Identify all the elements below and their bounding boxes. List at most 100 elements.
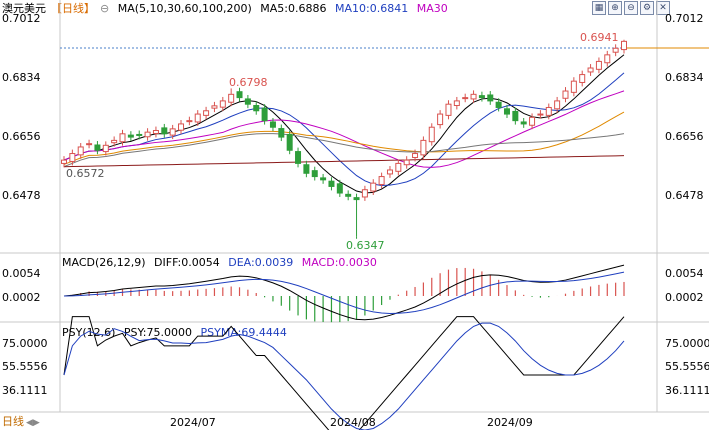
y-tick-right-4: 0.6478 [665, 189, 704, 202]
candle-body [336, 183, 343, 194]
x-label-jul: 2024/07 [170, 416, 216, 429]
macd-y-left-2: 0.0002 [2, 291, 41, 304]
ma30-line [63, 90, 625, 168]
candle-body [244, 98, 251, 105]
candle-body [161, 127, 168, 135]
macd-dea: DEA:0.0039 [228, 256, 294, 269]
candle-body [169, 128, 176, 136]
candle-body [236, 91, 243, 99]
candle-body [545, 106, 552, 116]
candle-body [295, 151, 302, 164]
candle-body [328, 180, 335, 187]
psy-y-right-2: 55.5556 [665, 360, 709, 373]
ma200-line [63, 155, 625, 168]
candle-body [86, 143, 93, 146]
annot-left: 0.6572 [66, 167, 105, 180]
ma60-line [63, 111, 625, 165]
x-label-aug: 2024/08 [330, 416, 376, 429]
candle-body [94, 144, 101, 151]
candle-body [587, 67, 594, 73]
candlesticks [61, 39, 627, 239]
candle-body [127, 134, 134, 138]
candle-body [152, 130, 159, 134]
period-tab-label: 日线 [2, 415, 24, 428]
ma10-line [63, 72, 625, 186]
candle-body [445, 103, 452, 116]
candle-body [370, 182, 377, 192]
psy-value: PSY:75.0000 [123, 326, 192, 339]
candle-body [428, 126, 435, 143]
period-tab[interactable]: 日线 ◀▶ [0, 414, 40, 430]
macd-dea-line [63, 271, 625, 314]
candle-body [495, 101, 502, 108]
ma5-value: MA5:0.6886 [260, 2, 327, 15]
candle-body [470, 93, 477, 100]
grid-icon[interactable]: ▦ [592, 1, 606, 15]
x-label-sep: 2024/09 [487, 416, 533, 429]
candle-body [144, 131, 151, 138]
macd-y-left-1: 0.0054 [2, 267, 41, 280]
candle-body [420, 139, 427, 156]
candle-body [395, 162, 402, 172]
y-tick-left-3: 0.6656 [2, 130, 41, 143]
ma10-value: MA10:0.6841 [335, 2, 409, 15]
annot-low-aug: 0.6347 [346, 239, 385, 252]
psy-y-left-3: 36.1111 [2, 384, 48, 397]
candle-body [604, 54, 611, 64]
candle-body [621, 40, 627, 51]
candle-body [529, 116, 536, 126]
candle-body [487, 94, 494, 102]
candle-body [386, 169, 393, 175]
candle-body [453, 100, 460, 107]
macd-diff: DIFF:0.0054 [154, 256, 220, 269]
ma5-line [63, 54, 625, 194]
candle-body [437, 113, 444, 126]
candle-body [345, 193, 352, 197]
candle-body [178, 123, 185, 131]
candle-body [579, 74, 586, 83]
candle-body [119, 133, 126, 143]
tab-arrow-icon[interactable]: ◀▶ [26, 418, 40, 428]
candle-body [311, 170, 318, 178]
candle-body [520, 121, 527, 125]
candle-body [403, 159, 410, 166]
candle-body [203, 110, 210, 116]
settings-icon[interactable]: ⚙ [640, 1, 654, 15]
y-tick-right-2: 0.6834 [665, 71, 704, 84]
candle-body [570, 80, 577, 93]
zoom-out-icon[interactable]: ⊖ [624, 1, 638, 15]
candle-body [595, 60, 602, 70]
candle-body [303, 164, 310, 174]
candle-body [554, 100, 561, 110]
ma100-line [63, 133, 625, 168]
candle-body [61, 159, 67, 164]
candle-body [478, 95, 485, 99]
moving-averages [63, 54, 625, 194]
candle-body [211, 105, 218, 109]
macd-panel [63, 264, 625, 323]
period-label[interactable]: 【日线】 [51, 2, 95, 15]
zoom-in-icon[interactable]: ⊕ [608, 1, 622, 15]
candle-body [353, 197, 360, 201]
psy-y-right-1: 75.0000 [665, 337, 709, 350]
candle-body [378, 176, 385, 185]
candle-body [462, 97, 469, 100]
candle-body [136, 133, 143, 136]
psy-title: PSY(12,6) [62, 326, 116, 339]
candle-body [219, 100, 226, 108]
psy-y-left-2: 55.5556 [2, 360, 48, 373]
candle-body [186, 120, 193, 123]
psy-panel [63, 316, 625, 430]
psy-y-left-1: 75.0000 [2, 337, 48, 350]
candle-body [228, 93, 235, 103]
ma-params: MA(5,10,30,60,100,200) [117, 2, 252, 15]
psy-y-right-3: 36.1111 [665, 384, 709, 397]
annot-high-sep: 0.6941 [580, 31, 619, 44]
candle-body [503, 108, 510, 115]
y-tick-left-2: 0.6834 [2, 71, 41, 84]
info-icon[interactable]: ⊖ [100, 2, 110, 15]
candle-body [512, 110, 519, 122]
candle-body [286, 133, 293, 151]
macd-y-right-1: 0.0054 [665, 267, 704, 280]
